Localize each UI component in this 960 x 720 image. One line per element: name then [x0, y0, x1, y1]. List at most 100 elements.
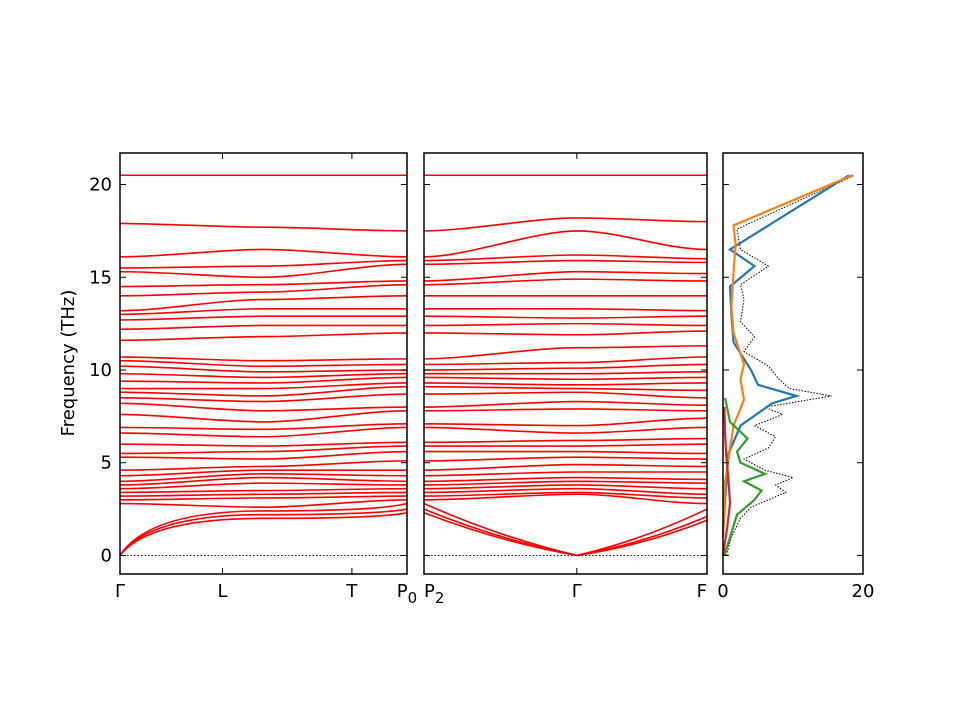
band-line	[119, 450, 408, 460]
x-tick-label: F	[697, 581, 707, 602]
band-line	[423, 437, 708, 444]
band-line	[423, 471, 707, 477]
band-line	[119, 409, 408, 423]
band-line	[119, 487, 408, 494]
band-line	[423, 254, 708, 262]
band-line	[119, 441, 408, 447]
y-axis-label: Frequency (THz)	[58, 290, 79, 437]
band-line	[423, 484, 708, 490]
band-line	[423, 322, 708, 327]
dos-series-line	[721, 407, 732, 556]
band-line	[423, 408, 708, 412]
band-line	[423, 508, 708, 557]
dos-series-line	[726, 174, 855, 556]
band-line	[119, 376, 408, 384]
dos-curves	[721, 174, 855, 556]
x-tick-label: 0	[717, 581, 728, 602]
band-line	[423, 345, 708, 360]
band-line	[423, 476, 708, 483]
band-line	[423, 480, 708, 486]
band-line	[119, 259, 408, 269]
band-line	[423, 400, 708, 408]
plot-frame-middle	[423, 152, 708, 575]
band-line	[119, 372, 408, 379]
x-tick-label: Γ	[572, 581, 582, 602]
band-structure-panel-middle: P2 Γ F	[423, 152, 708, 607]
band-line	[423, 270, 708, 282]
band-line	[423, 512, 708, 557]
band-line	[119, 365, 408, 373]
band-line	[423, 385, 708, 392]
density-of-states-panel: 0 20	[717, 152, 874, 602]
band-line	[119, 491, 408, 497]
band-line	[119, 482, 408, 490]
band-line	[423, 259, 708, 266]
band-line	[423, 502, 708, 557]
band-line	[423, 217, 708, 232]
band-line	[119, 332, 408, 342]
band-line	[119, 356, 408, 362]
band-line	[119, 502, 408, 556]
band-line	[119, 315, 407, 321]
band-line	[423, 463, 708, 471]
band-line	[423, 487, 708, 496]
band-line	[119, 460, 408, 471]
band-line	[119, 280, 408, 288]
dos-series-line	[721, 174, 853, 537]
axis-ticks-dos: 0 20	[717, 153, 874, 602]
band-line	[424, 307, 708, 312]
y-tick-label: 10	[89, 360, 112, 381]
band-structure-panel-left: 0 5 10 15 20 Γ L T P0 Frequency (THz)	[58, 152, 417, 607]
band-line	[424, 450, 708, 455]
band-line	[119, 248, 408, 258]
band-line	[119, 402, 408, 412]
x-tick-label: T	[345, 581, 358, 602]
y-tick-label: 15	[89, 267, 112, 288]
band-line	[424, 443, 708, 447]
band-line	[423, 426, 708, 434]
band-line	[423, 376, 708, 381]
band-line	[119, 359, 408, 368]
band-line	[119, 385, 408, 397]
y-tick-label: 5	[101, 453, 112, 474]
band-line	[119, 512, 408, 556]
band-lines-middle	[423, 174, 708, 557]
band-line	[119, 324, 407, 330]
band-line	[423, 382, 708, 386]
band-line	[119, 476, 408, 486]
band-line	[119, 495, 408, 501]
band-line	[423, 456, 708, 462]
x-tick-label: 20	[852, 581, 875, 602]
band-line	[119, 263, 408, 279]
band-line	[119, 422, 408, 431]
band-lines-left	[119, 174, 408, 556]
band-line	[119, 307, 407, 316]
band-line	[423, 278, 708, 286]
plot-frame-left	[119, 152, 408, 575]
band-line	[119, 222, 408, 232]
band-line	[423, 491, 708, 499]
band-line	[119, 508, 408, 556]
band-line	[119, 426, 408, 438]
band-line	[119, 473, 408, 483]
plot-frame-dos	[722, 152, 864, 575]
band-line	[119, 445, 408, 455]
band-line	[119, 499, 408, 509]
x-tick-label: P0	[397, 581, 417, 607]
band-line	[423, 330, 708, 336]
band-line	[423, 417, 708, 427]
band-line	[423, 493, 708, 505]
band-line	[423, 391, 708, 399]
band-line	[423, 371, 708, 375]
dos-series-line	[723, 397, 768, 556]
y-tick-label: 0	[101, 545, 112, 566]
band-line	[120, 382, 408, 390]
band-line	[423, 363, 708, 371]
band-line	[119, 283, 408, 297]
band-line	[119, 469, 407, 477]
band-line	[423, 356, 708, 366]
y-tick-label: 20	[89, 175, 112, 196]
band-line	[423, 230, 708, 258]
band-line	[119, 393, 408, 403]
